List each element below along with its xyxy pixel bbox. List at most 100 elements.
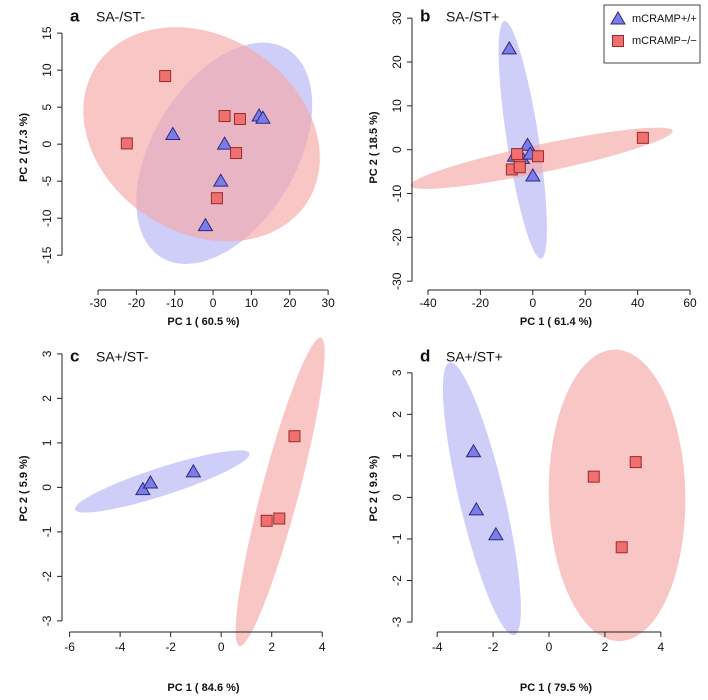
- x-tick-label: 0: [546, 640, 553, 654]
- panel-label: a: [70, 6, 80, 25]
- x-tick-label: 0: [210, 296, 217, 310]
- y-tick-label: 10: [40, 63, 54, 77]
- y-axis-label: PC 2 (17.3 %): [18, 113, 30, 182]
- point: [468, 501, 485, 516]
- panel: -4 -2 0 2 4 -3 -2 -1 0 1 2 3 PC 1 ( 79.5 %) PC 2 ( 9.…: [368, 346, 686, 694]
- point: [197, 217, 214, 232]
- y-tick-label: 0: [390, 146, 404, 153]
- point: [465, 443, 482, 458]
- legend-marker: [612, 35, 624, 47]
- panel: -30 -20 -10 0 10 20 30 -15 -10 -5 0 5 10 15 PC 1 ( 60.…: [18, 6, 335, 328]
- panel-title: SA-/ST-: [96, 9, 145, 25]
- legend-label: mCRAMP−/−: [632, 35, 697, 47]
- x-tick-label: 20: [283, 296, 297, 310]
- panel-label: d: [420, 346, 430, 365]
- y-tick-label: 3: [40, 350, 54, 357]
- y-tick-label: 3: [390, 369, 404, 376]
- point: [230, 147, 243, 160]
- point: [513, 161, 526, 174]
- confidence-ellipse: [442, 362, 521, 636]
- x-tick-label: 4: [319, 640, 326, 654]
- x-tick-label: 2: [268, 640, 275, 654]
- x-axis-label: PC 1 ( 79.5 %): [520, 682, 592, 694]
- point: [120, 137, 133, 150]
- x-tick-label: 4: [658, 640, 665, 654]
- x-axis-label: PC 1 ( 84.6 %): [167, 682, 239, 694]
- point: [524, 168, 541, 182]
- point: [511, 148, 524, 161]
- y-tick-label: -1: [40, 526, 54, 537]
- panel-title: SA+/ST-: [96, 349, 149, 365]
- x-tick-label: 60: [683, 296, 697, 310]
- point: [587, 470, 600, 483]
- point: [218, 110, 231, 123]
- point: [260, 514, 273, 527]
- point: [615, 541, 628, 554]
- panel: -6 -4 -2 0 2 4 -3 -2 -1 0 1 2 3 PC 1 ( 84.6 %) PC 2 ( …: [18, 337, 326, 694]
- x-tick-label: -20: [472, 296, 490, 310]
- point: [636, 131, 649, 144]
- y-tick-label: -30: [390, 272, 404, 290]
- y-axis-label: PC 2 ( 5.9 %): [18, 455, 30, 521]
- point: [212, 173, 229, 187]
- y-tick-label: 2: [390, 411, 404, 418]
- point: [629, 456, 642, 469]
- confidence-ellipse: [548, 349, 686, 642]
- y-tick-label: 1: [40, 439, 54, 446]
- x-tick-label: -2: [488, 640, 499, 654]
- point: [288, 430, 301, 443]
- point: [185, 463, 202, 478]
- y-tick-label: 20: [390, 55, 404, 69]
- point: [488, 526, 504, 541]
- legend-marker: [610, 11, 626, 25]
- y-tick-label: 0: [40, 484, 54, 491]
- y-tick-label: 1: [390, 452, 404, 459]
- panel-title: SA-/ST+: [446, 9, 499, 25]
- point: [164, 126, 181, 141]
- confidence-ellipse: [74, 450, 250, 513]
- point: [255, 110, 271, 124]
- x-tick-label: -6: [64, 640, 75, 654]
- x-tick-label: -2: [165, 640, 176, 654]
- y-tick-label: -15: [40, 246, 54, 264]
- y-axis-label: PC 2 ( 9.9 %): [368, 455, 380, 521]
- x-tick-label: -30: [89, 296, 107, 310]
- y-tick-label: 2: [40, 395, 54, 402]
- point: [210, 192, 223, 205]
- y-tick-label: -2: [390, 575, 404, 586]
- y-tick-label: 30: [390, 11, 404, 25]
- x-tick-label: 20: [579, 296, 593, 310]
- point: [159, 70, 172, 83]
- x-tick-label: 40: [631, 296, 645, 310]
- point: [501, 40, 518, 55]
- y-tick-label: 0: [40, 141, 54, 148]
- x-tick-label: 30: [321, 296, 335, 310]
- y-tick-label: 15: [40, 26, 54, 40]
- x-tick-label: -10: [166, 296, 184, 310]
- x-axis-label: PC 1 ( 61.4 %): [520, 316, 592, 328]
- x-tick-label: 0: [218, 640, 225, 654]
- legend-label: mCRAMP+/+: [632, 13, 697, 25]
- y-tick-label: 0: [390, 494, 404, 501]
- y-tick-label: -10: [390, 185, 404, 203]
- point: [519, 137, 536, 151]
- x-tick-label: 10: [245, 296, 259, 310]
- x-tick-label: -4: [432, 640, 443, 654]
- panel-label: b: [420, 6, 430, 25]
- y-tick-label: -3: [40, 615, 54, 626]
- y-tick-label: -5: [40, 176, 54, 187]
- y-tick-label: 10: [390, 99, 404, 113]
- y-tick-label: -3: [390, 616, 404, 627]
- y-tick-label: -1: [390, 533, 404, 544]
- point: [134, 481, 151, 496]
- point: [233, 113, 246, 125]
- confidence-ellipse: [498, 21, 547, 259]
- x-axis-label: PC 1 ( 60.5 %): [167, 316, 239, 328]
- point: [273, 512, 286, 525]
- confidence-ellipse: [83, 27, 320, 242]
- x-tick-label: -40: [419, 296, 437, 310]
- y-axis-label: PC 2 ( 18.5 %): [368, 111, 380, 183]
- point: [216, 136, 233, 150]
- x-tick-label: 2: [602, 640, 609, 654]
- x-tick-label: -20: [128, 296, 146, 310]
